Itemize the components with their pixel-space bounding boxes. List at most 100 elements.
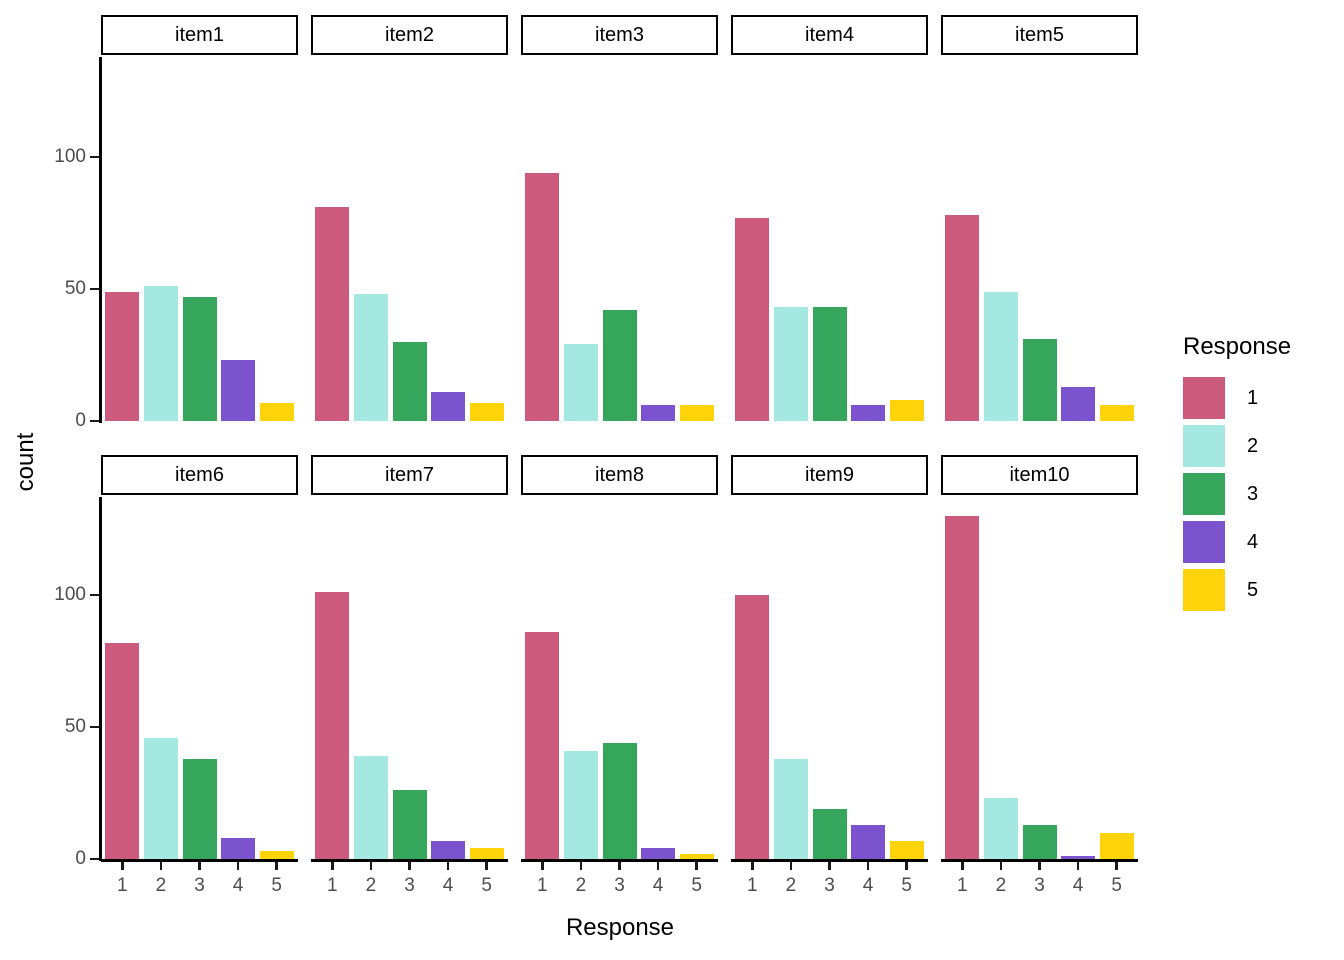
bar-item9-response3 xyxy=(812,809,847,859)
bar-item5-response2 xyxy=(983,292,1018,421)
bar-item2-response4 xyxy=(431,392,466,421)
legend-key-1: 1 xyxy=(1183,377,1291,419)
bar-item10-response2 xyxy=(983,798,1018,859)
x-tick-label-col5-5: 5 xyxy=(1111,875,1122,896)
x-tick-label-col1-2: 2 xyxy=(155,875,167,896)
y-tick-label-100: 100 xyxy=(54,146,86,167)
legend-key-4: 4 xyxy=(1183,521,1291,563)
x-axis-title: Response xyxy=(565,914,675,941)
x-tick-col2-3 xyxy=(408,862,411,870)
x-tick-label-col5-4: 4 xyxy=(1072,875,1084,896)
legend-label-5: 5 xyxy=(1247,578,1259,601)
x-tick-label-col4-2: 2 xyxy=(785,875,797,896)
bar-item6-response2 xyxy=(143,738,178,859)
x-tick-col1-5 xyxy=(275,862,278,870)
x-tick-col1-2 xyxy=(159,862,163,870)
bar-item2-response3 xyxy=(392,342,427,421)
bar-item4-response2 xyxy=(773,307,808,421)
x-tick-label-col3-5: 5 xyxy=(691,875,702,896)
bar-item10-response1 xyxy=(945,516,980,859)
facet-strip-item5: item5 xyxy=(941,15,1138,55)
bar-item4-response1 xyxy=(735,218,770,421)
x-tick-col4-1 xyxy=(751,862,754,870)
x-tick-col4-3 xyxy=(828,862,831,870)
x-tick-col5-4 xyxy=(1076,862,1080,870)
bar-item3-response5 xyxy=(679,405,714,421)
y-tick-label-50: 50 xyxy=(64,278,86,299)
x-tick-label-col5-3: 3 xyxy=(1034,875,1045,896)
bar-item10-response4 xyxy=(1061,856,1096,859)
bar-item2-response5 xyxy=(469,403,504,421)
bar-item6-response4 xyxy=(221,838,256,859)
bar-item1-response2 xyxy=(143,286,178,421)
x-tick-label-col4-4: 4 xyxy=(862,875,874,896)
x-tick-col3-2 xyxy=(579,862,583,870)
x-tick-col3-4 xyxy=(656,862,660,870)
facet-panel-item4 xyxy=(733,57,926,421)
bar-item10-response5 xyxy=(1099,833,1134,859)
bar-item9-response4 xyxy=(851,825,886,859)
facet-title: item10 xyxy=(1009,463,1070,486)
facet-strip-item7: item7 xyxy=(311,455,508,495)
bar-item5-response3 xyxy=(1022,339,1057,421)
facet-panel-item6 xyxy=(103,497,296,859)
bar-item7-response3 xyxy=(392,790,427,859)
legend-key-3: 3 xyxy=(1183,473,1291,515)
facet-title: item1 xyxy=(175,23,224,46)
x-tick-label-col2-5: 5 xyxy=(481,875,492,896)
facet-strip-item6: item6 xyxy=(101,455,298,495)
bar-item8-response5 xyxy=(679,854,714,859)
facet-title: item7 xyxy=(385,463,434,486)
facet-title: item8 xyxy=(595,463,644,486)
y-tick-50 xyxy=(90,725,99,729)
bar-item10-response3 xyxy=(1022,825,1057,859)
legend: Response 1 2 3 4 5 xyxy=(1183,333,1291,617)
bar-item5-response4 xyxy=(1061,387,1096,421)
x-tick-col2-2 xyxy=(369,862,373,870)
y-axis-title: count xyxy=(12,432,39,492)
y-tick-label-0: 0 xyxy=(75,410,86,431)
x-tick-label-col3-2: 2 xyxy=(575,875,587,896)
x-tick-label-col1-3: 3 xyxy=(194,875,205,896)
bar-item2-response1 xyxy=(315,207,350,421)
facet-title: item5 xyxy=(1015,23,1064,46)
x-tick-col5-1 xyxy=(961,862,964,870)
legend-swatch-3 xyxy=(1183,473,1225,515)
x-tick-col5-3 xyxy=(1038,862,1041,870)
x-tick-label-col2-3: 3 xyxy=(404,875,415,896)
bar-item4-response4 xyxy=(851,405,886,421)
facet-panel-item5 xyxy=(943,57,1136,421)
x-axis-line-col5 xyxy=(941,859,1138,862)
x-tick-col3-5 xyxy=(695,862,698,870)
y-tick-label-0: 0 xyxy=(75,848,86,869)
y-tick-0 xyxy=(90,857,99,861)
facet-title: item4 xyxy=(805,23,854,46)
bar-item7-response2 xyxy=(353,756,388,859)
legend-keys: 1 2 3 4 5 xyxy=(1183,377,1291,611)
facet-strip-item3: item3 xyxy=(521,15,718,55)
legend-swatch-5 xyxy=(1183,569,1225,611)
facet-strip-item2: item2 xyxy=(311,15,508,55)
bar-item1-response5 xyxy=(259,403,294,421)
bar-item9-response1 xyxy=(735,595,770,859)
y-tick-100 xyxy=(90,593,99,597)
legend-label-3: 3 xyxy=(1247,482,1259,505)
bar-item6-response5 xyxy=(259,851,294,859)
facet-panel-item3 xyxy=(523,57,716,421)
bar-item8-response2 xyxy=(563,751,598,859)
bar-item1-response4 xyxy=(221,360,256,421)
y-tick-label-100: 100 xyxy=(54,584,86,605)
bar-item9-response5 xyxy=(889,841,924,859)
bar-item8-response1 xyxy=(525,632,560,859)
x-tick-label-col5-1: 1 xyxy=(957,875,968,896)
bar-item8-response3 xyxy=(602,743,637,859)
bar-item7-response4 xyxy=(431,841,466,859)
legend-swatch-1 xyxy=(1183,377,1225,419)
bar-item2-response2 xyxy=(353,294,388,421)
legend-label-2: 2 xyxy=(1247,434,1259,457)
x-axis-line-col3 xyxy=(521,859,718,862)
facet-title: item6 xyxy=(175,463,224,486)
bar-item5-response1 xyxy=(945,215,980,421)
x-tick-col4-5 xyxy=(905,862,908,870)
x-tick-col4-4 xyxy=(866,862,870,870)
